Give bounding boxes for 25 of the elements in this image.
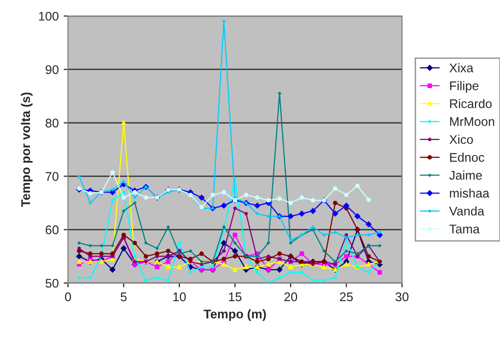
x-tick-label: 20 bbox=[284, 292, 298, 302]
legend-label: Ednoc bbox=[450, 152, 484, 162]
y-tick-label: 50 bbox=[46, 278, 58, 288]
y-tick-label: 60 bbox=[46, 225, 58, 234]
legend-label: Xixa bbox=[449, 63, 474, 72]
y-tick-label: 90 bbox=[46, 65, 58, 74]
y-tick-label: 80 bbox=[46, 118, 58, 128]
legend-label: Vanda bbox=[449, 206, 484, 216]
x-tick-label: 0 bbox=[65, 292, 71, 302]
x-tick-label: 10 bbox=[173, 292, 186, 302]
legend-label: Tama bbox=[449, 224, 480, 234]
y-tick-label: 70 bbox=[46, 172, 58, 181]
legend-label: Ricardo bbox=[450, 98, 492, 108]
x-tick-label: 15 bbox=[229, 292, 242, 302]
x-tick-label: 30 bbox=[396, 292, 408, 302]
legend-label: mishaa bbox=[450, 188, 490, 198]
y-tick-label: 100 bbox=[39, 12, 58, 21]
x-tick-label: 25 bbox=[340, 292, 353, 302]
x-tick-label: 5 bbox=[120, 292, 127, 302]
x-axis-title: Tempo (m) bbox=[204, 309, 266, 321]
legend-label: MrMoon bbox=[450, 117, 494, 126]
legend-label: Filipe bbox=[450, 81, 478, 93]
y-axis-title: Tempo por volta (s) bbox=[20, 92, 33, 207]
legend-label: Jaime bbox=[449, 170, 482, 180]
legend-label: Xico bbox=[449, 134, 473, 144]
